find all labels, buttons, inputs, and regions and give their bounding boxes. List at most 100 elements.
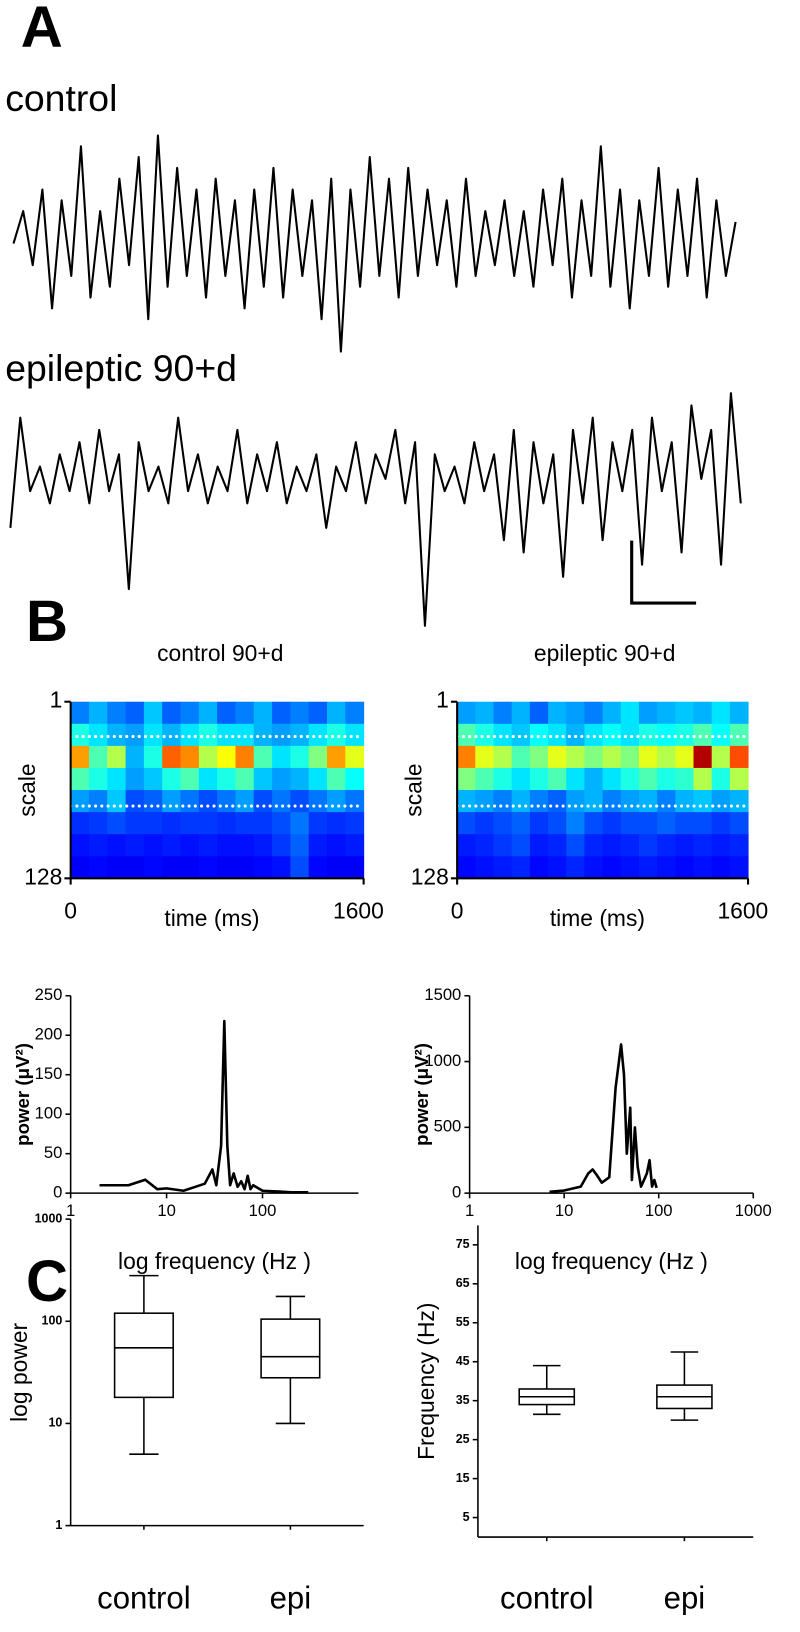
heat-cell (602, 701, 622, 725)
heat-cell (253, 812, 273, 835)
heat-cell (584, 812, 604, 835)
heat-cell (162, 834, 182, 857)
heat-cell (693, 812, 713, 835)
heat-cell (657, 790, 676, 813)
heat-cell (529, 745, 549, 769)
heat-cell (143, 812, 163, 835)
trace-label: control (5, 77, 117, 119)
heat-cell (162, 745, 182, 769)
heat-cell (457, 812, 476, 835)
y-tick-label: 35 (456, 1393, 470, 1407)
heat-cell (198, 834, 218, 857)
heat-cell (711, 701, 731, 725)
heat-cell (143, 723, 163, 747)
heat-cell (107, 767, 127, 791)
heat-cell (253, 767, 273, 791)
y-tick-label: 25 (456, 1432, 470, 1446)
heat-cell (88, 723, 108, 747)
box (113, 1312, 174, 1399)
heat-cell (88, 856, 108, 879)
x-tick-label: 1000 (735, 1201, 772, 1220)
heat-cell (529, 812, 549, 835)
heat-cell (693, 790, 713, 813)
heat-cell (107, 834, 127, 857)
heat-cell (308, 790, 328, 813)
heat-cell (290, 767, 310, 791)
heat-cell (180, 834, 200, 857)
trace-label: epileptic 90+d (5, 347, 237, 389)
panel-label: C (26, 1249, 68, 1314)
heat-cell (125, 723, 145, 747)
heat-cell (125, 767, 145, 791)
heat-cell (493, 812, 513, 835)
y-axis-label: scale (14, 763, 40, 816)
heat-cell (457, 767, 476, 791)
x-axis-label: log frequency (Hz ) (118, 1248, 311, 1274)
heat-cell (88, 767, 108, 791)
x-tick-label: 1600 (333, 898, 384, 924)
x-tick-label: 100 (249, 1201, 277, 1220)
heat-cell (729, 856, 749, 879)
heat-cell (345, 812, 365, 835)
heat-cell (475, 701, 495, 725)
heat-cell (548, 790, 567, 813)
y-tick-label: 1 (436, 687, 449, 713)
heat-cell (620, 834, 640, 857)
x-axis-label: time (ms) (550, 905, 645, 931)
heat-cell (638, 790, 658, 813)
heat-cell (457, 790, 476, 813)
heat-cell (272, 790, 291, 813)
heat-cell (657, 767, 676, 791)
heat-cell (711, 812, 731, 835)
heat-cell (675, 745, 695, 769)
heat-cell (198, 767, 218, 791)
heat-cell (602, 834, 622, 857)
heat-cell (729, 745, 749, 769)
heat-cell (327, 767, 346, 791)
y-axis-label: power (μV²) (411, 1043, 432, 1146)
heat-cell (548, 767, 567, 791)
heat-cell (511, 723, 531, 747)
heat-cell (493, 701, 513, 725)
heat-cell (162, 723, 182, 747)
heat-cell (253, 701, 273, 725)
heat-cell (693, 856, 713, 879)
heat-cell (584, 834, 604, 857)
heat-cell (475, 856, 495, 879)
y-axis-label: log power (6, 1322, 32, 1421)
heat-cell (711, 723, 731, 747)
y-tick-label: 0 (53, 1183, 62, 1202)
heat-cell (180, 701, 200, 725)
heat-cell (253, 723, 273, 747)
heat-cell (70, 834, 90, 857)
heat-cell (235, 834, 255, 857)
heat-cell (729, 701, 749, 725)
heat-cell (566, 701, 585, 725)
heat-cell (638, 745, 658, 769)
chart-title: epileptic 90+d (534, 640, 676, 666)
y-tick-label: 200 (35, 1025, 63, 1044)
heat-cell (290, 856, 310, 879)
heat-cell (272, 767, 291, 791)
y-tick-label: 1500 (424, 985, 461, 1004)
heat-cell (272, 856, 291, 879)
x-tick-label: epi (664, 1581, 706, 1616)
heat-cell (584, 767, 604, 791)
heat-cell (180, 723, 200, 747)
heat-cell (729, 790, 749, 813)
heat-cell (217, 812, 236, 835)
y-tick-label: 45 (456, 1354, 470, 1368)
x-tick-label: control (500, 1581, 594, 1616)
heat-cell (566, 767, 585, 791)
heat-cell (457, 723, 476, 747)
y-tick-label: 1000 (424, 1051, 461, 1070)
y-tick-label: 10 (48, 1416, 62, 1430)
heat-cell (125, 856, 145, 879)
scale-bar (630, 540, 697, 605)
heat-cell (125, 812, 145, 835)
x-tick-label: 100 (645, 1201, 673, 1220)
heat-cell (548, 812, 567, 835)
y-tick-label: 55 (456, 1315, 470, 1329)
heat-cell (493, 790, 513, 813)
heat-cell (327, 701, 346, 725)
